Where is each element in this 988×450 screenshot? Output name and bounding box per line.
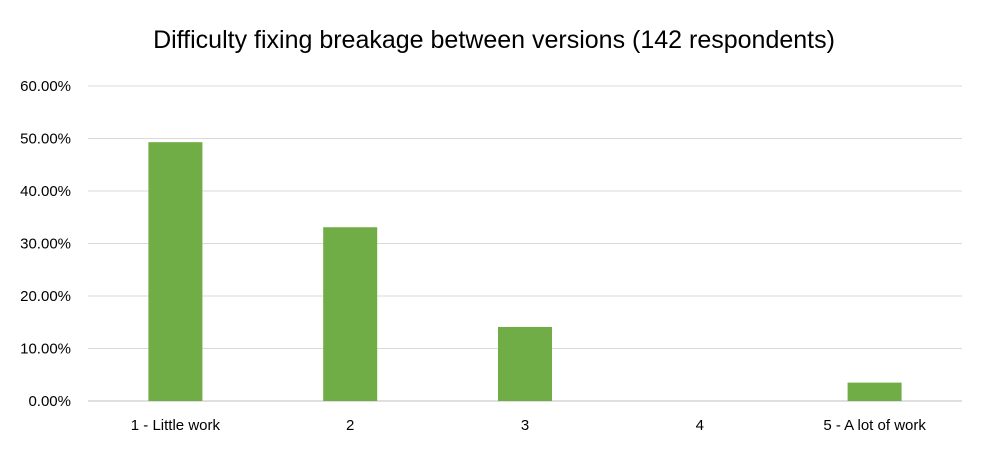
bar	[498, 326, 552, 401]
y-tick-label: 20.00%	[20, 288, 71, 305]
y-tick-label: 0.00%	[28, 393, 71, 410]
x-tick-label: 1 - Little work	[131, 417, 221, 434]
x-tick-label: 4	[696, 417, 704, 434]
bar	[323, 227, 378, 401]
bars	[148, 142, 902, 402]
y-tick-label: 60.00%	[20, 78, 71, 95]
x-tick-label: 2	[346, 417, 354, 434]
y-tick-label: 30.00%	[20, 236, 71, 253]
y-tick-label: 10.00%	[20, 341, 71, 358]
x-axis-tick-labels: 1 - Little work 2 3 4 5 - A lot of work	[131, 417, 927, 434]
chart-title: Difficulty fixing breakage between versi…	[153, 26, 835, 54]
y-tick-label: 50.00%	[20, 131, 71, 148]
y-axis-tick-labels: 0.00% 10.00% 20.00% 30.00% 40.00% 50.00% 60.00…	[20, 78, 71, 410]
y-tick-label: 40.00%	[20, 183, 71, 200]
bar	[148, 142, 203, 402]
x-tick-label: 5 - A lot of work	[823, 417, 926, 434]
x-tick-label: 3	[521, 417, 529, 434]
bar	[847, 382, 902, 401]
